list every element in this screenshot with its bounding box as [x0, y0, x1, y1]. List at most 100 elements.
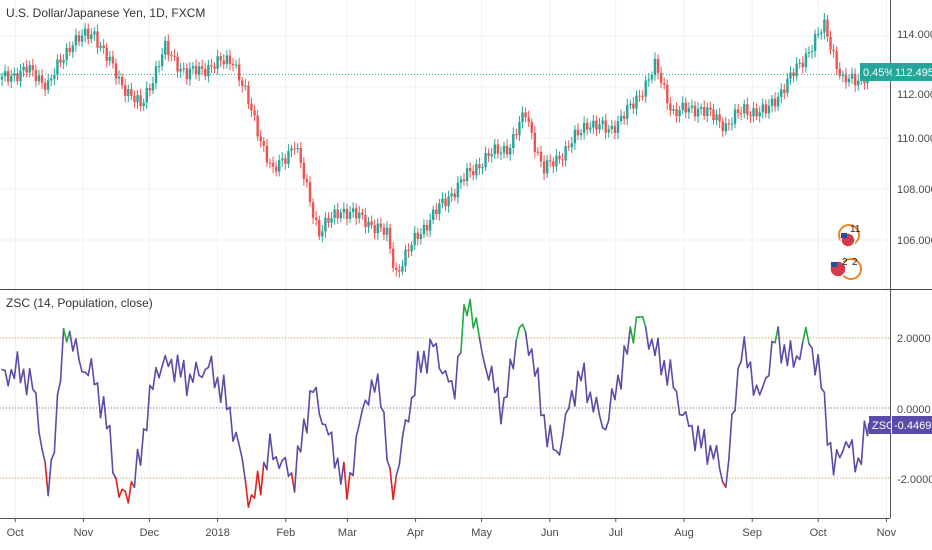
candle-body	[265, 145, 269, 163]
candle-body	[278, 160, 281, 172]
candle-body	[527, 117, 530, 123]
candle-body	[213, 66, 216, 69]
candle-body	[373, 225, 376, 234]
candle-body	[736, 109, 740, 113]
candle-body	[50, 78, 53, 81]
candle-body	[65, 47, 68, 61]
zsc-segment	[512, 339, 518, 370]
time-tick-label: Jul	[609, 527, 623, 539]
zsc-segment	[389, 467, 394, 501]
candle-body	[823, 19, 826, 33]
candle-body	[0, 76, 4, 80]
candle-body	[795, 63, 798, 77]
zsc-segment	[669, 359, 675, 389]
candle-body	[222, 60, 225, 65]
candle-body	[690, 105, 694, 108]
zsc-segment	[355, 423, 361, 438]
candle-body	[379, 223, 383, 228]
zsc-segment	[811, 347, 816, 376]
candle-body	[234, 64, 238, 66]
zsc-segment	[524, 331, 530, 357]
candle-body	[120, 76, 124, 86]
candle-body	[752, 108, 755, 117]
time-tick-label: Oct	[7, 527, 24, 539]
zsc-segment	[814, 353, 820, 376]
change-badge-bg	[860, 63, 892, 81]
zsc-segment	[743, 336, 749, 369]
candle-body	[801, 62, 804, 68]
zsc-segment	[792, 355, 798, 368]
zsc-value-badge-bg	[892, 416, 932, 434]
candle-body	[780, 89, 783, 97]
candle-body	[31, 65, 34, 71]
candle-body	[450, 193, 453, 197]
candle-body	[117, 76, 121, 79]
candle-body	[271, 162, 275, 167]
us-flag-canton	[841, 233, 847, 238]
zsc-segment	[515, 326, 521, 341]
economic-events[interactable]: 11 2 2	[829, 224, 862, 280]
zsc-segment	[647, 338, 653, 350]
zsc-segment	[78, 358, 83, 373]
zsc-segment	[429, 338, 435, 348]
candle-body	[382, 227, 386, 235]
candle-body	[675, 109, 678, 117]
candle-body	[789, 72, 792, 79]
candle-body	[281, 158, 284, 161]
candle-body	[468, 168, 472, 172]
zsc-segment	[229, 406, 234, 442]
candle-body	[650, 75, 654, 80]
zsc-segment	[395, 463, 401, 477]
zsc-value-badge: -0.4469	[894, 420, 931, 432]
zsc-segment	[728, 413, 733, 460]
grid-lines	[0, 0, 890, 518]
candle-body	[798, 62, 801, 64]
candle-body	[136, 95, 139, 103]
candle-body	[219, 56, 222, 61]
candle-body	[80, 35, 84, 42]
zsc-segment	[336, 457, 342, 485]
zsc-segment	[521, 323, 527, 333]
candle-body	[733, 109, 737, 124]
candle-body	[185, 68, 188, 80]
candle-body	[582, 122, 586, 133]
candle-body	[370, 221, 373, 226]
candle-body	[632, 103, 635, 109]
zsc-segment	[574, 370, 579, 407]
candle-body	[838, 68, 841, 76]
zsc-name-badge-bg	[869, 416, 891, 434]
candle-body	[613, 125, 617, 133]
zsc-segment	[740, 336, 746, 362]
candle-body	[684, 102, 687, 113]
zsc-segment	[749, 361, 755, 396]
candle-body	[478, 164, 481, 169]
candle-body	[145, 88, 148, 103]
zsc-segment	[253, 470, 259, 499]
candle-body	[653, 58, 657, 76]
candle-body	[601, 120, 604, 125]
zsc-segment	[315, 386, 321, 415]
zsc-segment	[758, 386, 764, 396]
candle-body	[416, 232, 419, 239]
candle-body	[167, 40, 170, 55]
candle-body	[604, 120, 607, 133]
candle-body	[552, 161, 555, 167]
candle-body	[204, 68, 207, 77]
zsc-segment	[561, 413, 567, 438]
candle-body	[47, 80, 50, 90]
candle-body	[773, 98, 777, 107]
zsc-segment	[192, 361, 197, 383]
candle-body	[333, 209, 336, 219]
zsc-tick-label: 2.0000	[897, 333, 931, 345]
candle-body	[201, 66, 204, 69]
zsc-segment	[780, 344, 786, 364]
zsc-segment	[25, 367, 31, 396]
candle-body	[755, 108, 758, 117]
candle-body	[709, 107, 712, 110]
candle-body	[616, 121, 620, 133]
candle-body	[712, 109, 715, 120]
zsc-segment	[801, 326, 807, 343]
candle-body	[607, 129, 610, 133]
candle-body	[635, 95, 638, 109]
